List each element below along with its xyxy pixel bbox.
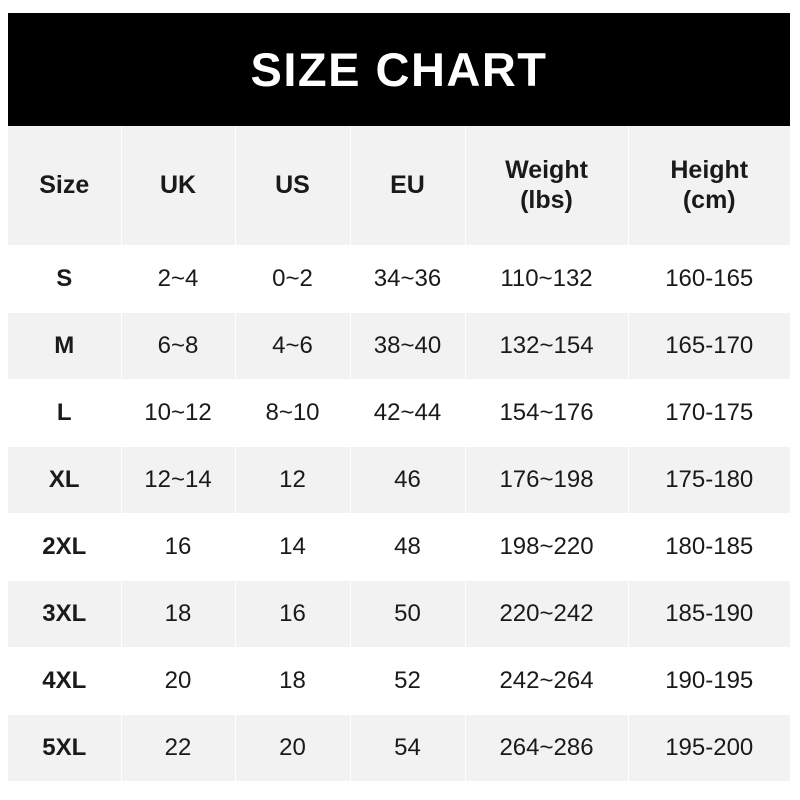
cell-uk: 18: [121, 580, 236, 648]
cell-weight: 110~132: [465, 245, 629, 313]
column-header-height: Height (cm): [628, 126, 790, 246]
cell-height: 195-200: [665, 733, 754, 761]
column-header-height-unit: (cm): [682, 186, 736, 215]
column-header-eu-label: EU: [390, 171, 425, 200]
table-row: 3XL 18 16 50 220~242 185-190: [8, 580, 790, 648]
cell-size: 2XL: [8, 513, 122, 581]
table-row: M 6~8 4~6 38~40 132~154 165-170: [8, 312, 790, 380]
cell-us: 4~6: [235, 312, 351, 380]
cell-weight: 220~242: [465, 580, 629, 648]
cell-eu: 38~40: [350, 312, 466, 380]
cell-uk: 10~12: [121, 379, 236, 447]
table-row: S 2~4 0~2 34~36 110~132 160-165: [8, 245, 790, 313]
cell-height: 165-170: [628, 312, 790, 380]
column-header-weight-unit: (lbs): [520, 186, 573, 215]
cell-size: 5XL: [8, 714, 122, 781]
cell-height: 190-195: [628, 647, 790, 715]
cell-size: M: [8, 312, 122, 380]
cell-height: 180-185: [628, 513, 790, 581]
page-title: SIZE CHART: [250, 43, 548, 96]
cell-us: 14: [235, 513, 351, 581]
table-row: L 10~12 8~10 42~44 154~176 170-175: [8, 379, 790, 447]
cell-size: 3XL: [8, 580, 122, 648]
column-header-us: US: [235, 126, 351, 246]
table-row: 5XL 22 20 54 264~286 195-200: [8, 714, 790, 781]
cell-us: 20: [235, 714, 351, 781]
cell-eu: 42~44: [350, 379, 466, 447]
cell-us: 0~2: [235, 245, 351, 313]
cell-eu: 54: [350, 714, 466, 781]
table-row: 2XL 16 14 48 198~220 180-185: [8, 513, 790, 581]
column-header-weight-label: Weight: [505, 156, 588, 185]
column-header-weight: Weight (lbs): [465, 126, 629, 246]
cell-eu: 46: [350, 446, 466, 514]
cell-weight: 176~198: [465, 446, 629, 514]
cell-size: S: [8, 245, 122, 313]
column-header-eu: EU: [350, 126, 466, 246]
cell-weight: 242~264: [465, 647, 629, 715]
cell-weight: 264~286: [465, 714, 629, 781]
table-header-row: Size UK US EU Weight (lbs) Height (cm): [8, 126, 790, 246]
table-header: Size UK US EU Weight (lbs) Height (cm): [8, 126, 790, 246]
size-chart-table: Size UK US EU Weight (lbs) Height (cm): [8, 126, 790, 781]
column-header-uk-label: UK: [159, 171, 197, 200]
cell-weight: 198~220: [465, 513, 629, 581]
cell-us: 8~10: [235, 379, 351, 447]
cell-eu: 50: [350, 580, 466, 648]
cell-uk: 16: [121, 513, 236, 581]
cell-height: 170-175: [628, 379, 790, 447]
cell-height: 160-165: [628, 245, 790, 313]
table-row: XL 12~14 12 46 176~198 175-180: [8, 446, 790, 514]
table-row: 4XL 20 18 52 242~264 190-195: [8, 647, 790, 715]
column-header-uk: UK: [121, 126, 236, 246]
column-header-us-label: US: [275, 171, 310, 200]
cell-us: 12: [235, 446, 351, 514]
cell-uk: 2~4: [121, 245, 236, 313]
cell-uk: 20: [121, 647, 236, 715]
column-header-size-label: Size: [39, 171, 90, 200]
cell-uk: 12~14: [121, 446, 236, 514]
cell-weight: 154~176: [465, 379, 629, 447]
cell-us: 18: [235, 647, 351, 715]
title-banner: SIZE CHART: [8, 13, 790, 126]
cell-height: 175-180: [628, 446, 790, 514]
cell-uk: 6~8: [121, 312, 236, 380]
cell-uk: 22: [121, 714, 236, 781]
cell-eu: 48: [350, 513, 466, 581]
column-header-height-label: Height: [670, 156, 749, 185]
cell-height: 185-190: [628, 580, 790, 648]
column-header-size: Size: [8, 126, 122, 246]
cell-size: 4XL: [8, 647, 122, 715]
cell-eu: 34~36: [350, 245, 466, 313]
cell-size: L: [8, 379, 122, 447]
cell-size: XL: [8, 446, 122, 514]
cell-weight: 132~154: [465, 312, 629, 380]
cell-eu: 52: [350, 647, 466, 715]
table-body: S 2~4 0~2 34~36 110~132 160-165 M 6~8 4~…: [8, 245, 790, 781]
cell-us: 16: [235, 580, 351, 648]
